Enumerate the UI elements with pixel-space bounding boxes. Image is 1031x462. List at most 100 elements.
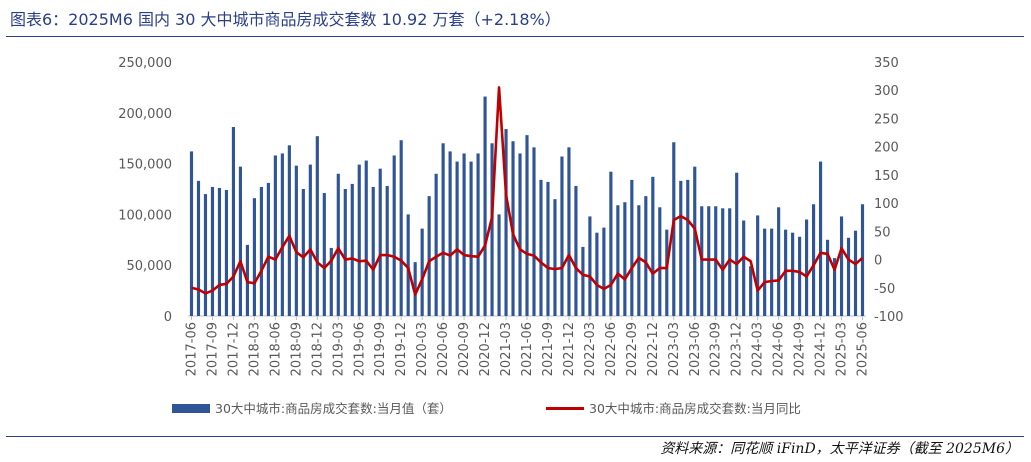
bar	[266, 182, 270, 316]
bar	[637, 205, 641, 316]
bar	[742, 220, 746, 316]
left-tick-label: 150,000	[118, 158, 172, 173]
right-tick-label: 350	[874, 56, 899, 71]
bar	[679, 180, 683, 316]
legend: 30大中城市:商品房成交套数:当月值（套） 30大中城市:商品房成交套数:当月同…	[172, 401, 801, 416]
bar	[448, 151, 452, 316]
bar	[322, 193, 326, 316]
x-axis-ticks: 2017-06 2017-09 2017-12 2018-03 2018-06 2018-…	[184, 316, 871, 376]
bar	[623, 202, 627, 316]
bar	[343, 189, 347, 316]
bar	[805, 219, 809, 316]
bar	[595, 232, 599, 316]
legend-bar-swatch	[172, 404, 210, 413]
left-tick-label: 50,000	[127, 259, 173, 274]
bar	[602, 227, 606, 316]
bar	[839, 216, 844, 316]
bar	[846, 237, 851, 316]
x-tick-label: 2024-06	[772, 322, 787, 376]
right-tick-label: -50	[874, 282, 895, 297]
bar	[196, 180, 201, 316]
bar	[280, 153, 284, 316]
bar	[231, 127, 236, 317]
bar	[392, 155, 396, 316]
bar	[287, 145, 291, 316]
line-series	[191, 86, 864, 296]
bar	[252, 198, 256, 316]
x-tick-label: 2022-03	[583, 322, 598, 376]
x-tick-label: 2020-06	[436, 322, 451, 376]
chart: 0 50,000 100,000 150,000 200,000 250,000 -100…	[118, 56, 904, 416]
bar	[371, 186, 375, 316]
bar	[441, 143, 445, 316]
x-tick-label: 2017-09	[205, 322, 220, 376]
bar	[539, 179, 543, 316]
right-tick-label: 300	[874, 84, 899, 99]
bar	[217, 187, 222, 316]
x-tick-label: 2018-09	[289, 322, 304, 376]
bar	[203, 194, 208, 316]
bar	[777, 207, 781, 316]
x-tick-label: 2018-12	[310, 322, 325, 376]
x-tick-label: 2021-12	[562, 322, 577, 376]
x-tick-label: 2024-09	[793, 322, 808, 376]
left-axis-ticks: 0 50,000 100,000 150,000 200,000 250,000	[118, 56, 172, 325]
right-axis-ticks: -100 -50 0 50 100 150 200 250 300 350	[874, 56, 904, 325]
left-tick-label: 200,000	[118, 107, 172, 122]
bar	[518, 153, 522, 316]
x-tick-label: 2017-06	[184, 322, 199, 376]
bar	[553, 199, 557, 316]
bar	[189, 151, 194, 316]
bar	[763, 228, 767, 316]
bar	[455, 161, 459, 316]
bar	[770, 228, 774, 316]
x-tick-label: 2023-03	[667, 322, 682, 376]
x-tick-label: 2024-12	[814, 322, 829, 376]
bar	[406, 214, 410, 316]
x-tick-label: 2019-09	[373, 322, 388, 376]
x-tick-label: 2021-03	[499, 322, 514, 376]
x-tick-label: 2024-03	[751, 322, 766, 376]
bar	[853, 230, 858, 316]
right-tick-label: 0	[874, 254, 882, 269]
bar	[469, 161, 473, 316]
x-tick-label: 2019-12	[394, 322, 409, 376]
bar	[427, 196, 431, 316]
bar	[860, 204, 865, 316]
bar	[749, 266, 753, 316]
bar	[581, 246, 585, 316]
bar	[308, 164, 312, 316]
bar	[630, 179, 634, 316]
bar	[259, 186, 263, 316]
right-tick-label: 250	[874, 112, 899, 127]
bar	[707, 206, 711, 316]
bar	[315, 136, 319, 316]
title-divider	[6, 36, 1024, 37]
bar	[693, 166, 697, 316]
bar	[399, 140, 403, 316]
bar	[294, 165, 298, 316]
x-tick-label: 2022-09	[625, 322, 640, 376]
bar	[665, 229, 669, 316]
bar	[574, 185, 578, 316]
bar	[588, 216, 592, 316]
bar	[567, 147, 571, 316]
bar	[329, 247, 333, 316]
bar	[658, 207, 662, 316]
bar	[791, 232, 795, 316]
right-tick-label: 50	[874, 225, 891, 240]
bar	[350, 183, 354, 316]
x-tick-label: 2019-06	[352, 322, 367, 376]
bar	[728, 208, 732, 316]
bar	[798, 236, 802, 316]
bar	[546, 181, 550, 316]
bar	[497, 214, 501, 316]
bar	[721, 208, 725, 316]
footer-divider	[6, 436, 1024, 437]
bar	[686, 179, 690, 316]
bar	[832, 258, 837, 316]
bar	[825, 239, 830, 316]
bar	[560, 156, 564, 316]
bar	[224, 190, 229, 316]
bar	[434, 173, 438, 316]
